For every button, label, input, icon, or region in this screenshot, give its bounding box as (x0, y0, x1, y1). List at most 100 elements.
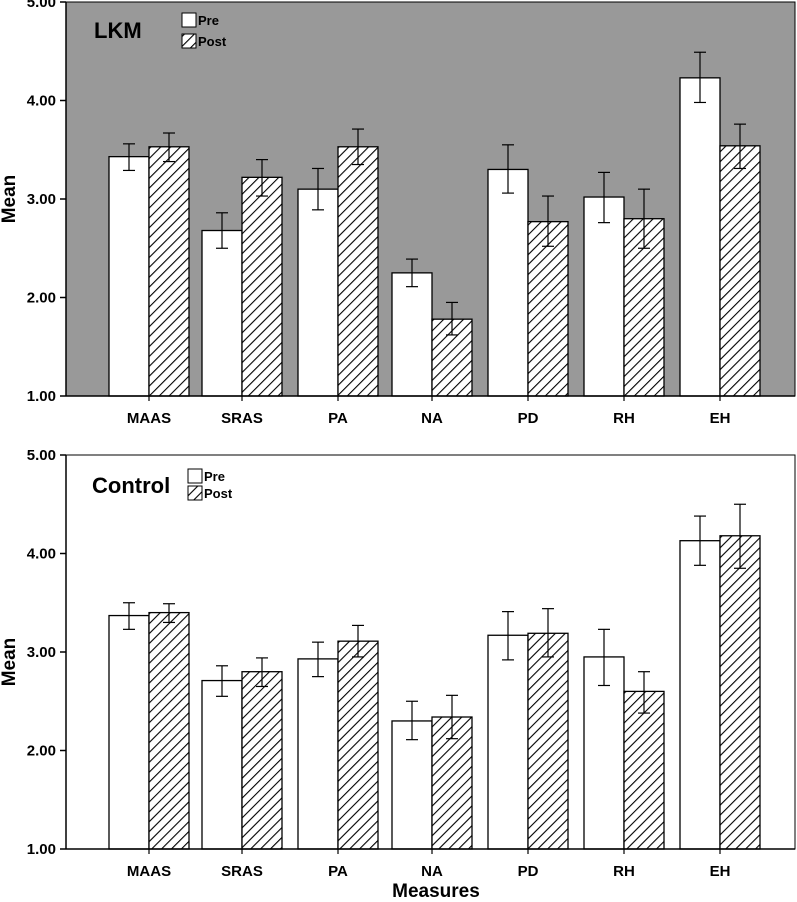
lkm-errorbar-pre-rh (598, 171, 610, 224)
control-errorbar-pre-pd (502, 611, 514, 661)
lkm-errorbar-pre-eh (694, 51, 706, 104)
control-errorbar-post-maas (163, 603, 175, 624)
lkm-y-tick-label: 4.00 (27, 93, 56, 110)
control-x-tick-label-rh: RH (613, 863, 635, 880)
lkm-errorbar-post-sras (256, 159, 268, 197)
lkm-y-ticks: 1.00 2.00 3.00 4.00 5.00 (27, 0, 66, 405)
lkm-x-tick-label-pa: PA (328, 410, 348, 427)
control-y-tick-label: 4.00 (27, 546, 56, 563)
control-x-labels: MAAS SRAS PA NA PD RH EH (127, 849, 731, 880)
control-y-ticks: 1.00 2.00 3.00 4.00 5.00 (27, 447, 66, 858)
lkm-x-tick-label-maas: MAAS (127, 410, 171, 427)
control-legend-post-label: Post (204, 486, 233, 501)
control-bar-post-eh (719, 535, 761, 850)
control-errorbar-pre-sras (216, 665, 228, 697)
control-bar-pre-sras (201, 679, 243, 850)
control-errorbar-pre-maas (123, 602, 135, 630)
control-bar-pre-rh (583, 656, 625, 850)
lkm-legend: Pre Post (181, 12, 227, 49)
control-x-tick-label-pa: PA (328, 863, 348, 880)
lkm-bar-post-eh (719, 145, 761, 397)
lkm-bar-pre-eh (679, 77, 721, 397)
control-errorbar-post-sras (256, 657, 268, 688)
control-x-tick-label-na: NA (421, 863, 443, 880)
lkm-errorbar-pre-na (406, 258, 418, 288)
lkm-legend-post-swatch (181, 33, 197, 49)
control-errorbar-pre-na (406, 700, 418, 741)
control-errorbar-post-pd (542, 608, 554, 658)
control-y-tick-label: 3.00 (27, 644, 56, 661)
lkm-errorbar-post-pa (352, 128, 364, 166)
control-errorbar-post-pa (352, 624, 364, 658)
control-errorbar-post-rh (638, 671, 650, 714)
control-y-tick-label: 1.00 (27, 841, 56, 858)
control-x-axis-title: Measures (392, 881, 480, 902)
lkm-legend-post-label: Post (198, 34, 227, 49)
lkm-bar-post-pd (527, 221, 569, 397)
control-x-tick-label-maas: MAAS (127, 863, 171, 880)
lkm-errorbar-pre-maas (123, 143, 135, 172)
control-x-tick-label-pd: PD (518, 863, 539, 880)
control-errorbar-post-eh (734, 503, 746, 569)
lkm-x-tick-label-eh: EH (710, 410, 731, 427)
control-errorbar-pre-rh (598, 628, 610, 687)
lkm-y-tick-label: 3.00 (27, 191, 56, 208)
lkm-y-tick-label: 5.00 (27, 0, 56, 11)
control-legend-pre-label: Pre (204, 469, 225, 484)
lkm-x-tick-label-pd: PD (518, 410, 539, 427)
lkm-x-tick-label-na: NA (421, 410, 443, 427)
lkm-y-tick-label: 1.00 (27, 388, 56, 405)
control-errorbar-pre-pa (312, 641, 324, 678)
lkm-bar-post-pa (337, 146, 379, 397)
lkm-bar-pre-na (391, 272, 433, 397)
lkm-errorbar-pre-pa (312, 167, 324, 211)
lkm-legend-pre-swatch (181, 12, 197, 28)
control-chart-panel: 1.002.003.004.005.00 MAAS SRAS PA NA PD RH EH … (0, 447, 796, 902)
control-y-axis-title: Mean (0, 638, 20, 687)
lkm-bar-pre-pa (297, 188, 339, 397)
control-legend-pre-swatch (187, 468, 203, 484)
lkm-bar-post-sras (241, 176, 283, 397)
lkm-chart-panel: 1.002.003.004.005.00 MAAS SRAS PA NA PD RH EH … (0, 0, 796, 427)
lkm-errorbar-post-maas (163, 132, 175, 163)
control-bar-post-pd (527, 632, 569, 850)
lkm-x-labels: MAAS SRAS PA NA PD RH EH (127, 396, 731, 427)
control-legend: Pre Post (187, 468, 233, 501)
control-errorbar-post-na (446, 694, 458, 740)
control-x-tick-label-sras: SRAS (221, 863, 263, 880)
lkm-bar-pre-maas (108, 155, 150, 397)
control-bar-post-maas (148, 611, 190, 850)
lkm-x-tick-label-rh: RH (613, 410, 635, 427)
lkm-bar-pre-pd (487, 168, 529, 397)
control-panel-title: Control (92, 473, 170, 498)
control-errorbar-pre-eh (694, 515, 706, 566)
lkm-errorbar-pre-sras (216, 212, 228, 249)
lkm-bar-pre-rh (583, 196, 625, 397)
control-bar-post-pa (337, 640, 379, 850)
lkm-y-axis-title: Mean (0, 175, 20, 224)
control-bar-pre-maas (108, 614, 150, 850)
lkm-bar-pre-sras (201, 229, 243, 397)
control-y-tick-label: 5.00 (27, 447, 56, 464)
control-bar-post-rh (623, 690, 665, 850)
lkm-errorbar-post-pd (542, 195, 554, 247)
control-bar-pre-eh (679, 540, 721, 850)
lkm-y-tick-label: 2.00 (27, 290, 56, 307)
lkm-errorbar-post-na (446, 301, 458, 336)
control-legend-post-swatch (187, 485, 203, 501)
lkm-panel-title: LKM (94, 18, 142, 43)
lkm-errorbar-pre-pd (502, 144, 514, 194)
control-bar-post-sras (241, 671, 283, 850)
control-bar-pre-pd (487, 634, 529, 850)
lkm-x-tick-label-sras: SRAS (221, 410, 263, 427)
control-bars (66, 503, 795, 850)
lkm-errorbar-post-rh (638, 188, 650, 249)
lkm-legend-pre-label: Pre (198, 13, 219, 28)
control-bar-pre-pa (297, 658, 339, 850)
lkm-errorbar-post-eh (734, 123, 746, 170)
lkm-bars (66, 51, 795, 397)
lkm-bar-post-maas (148, 146, 190, 397)
control-x-tick-label-eh: EH (710, 863, 731, 880)
control-y-tick-label: 2.00 (27, 743, 56, 760)
